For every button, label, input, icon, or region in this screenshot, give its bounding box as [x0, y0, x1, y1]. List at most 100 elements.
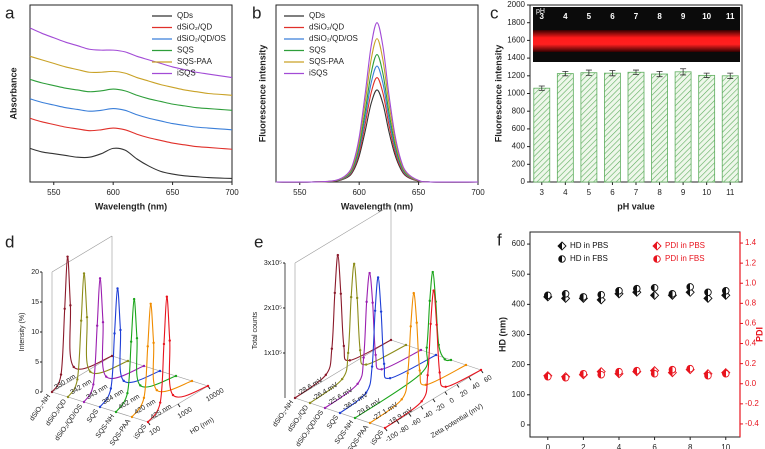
data-point	[338, 411, 342, 415]
data-point	[105, 375, 108, 378]
x-axis-label: Wavelength (nm)	[341, 201, 413, 211]
x-tick-label: 3	[540, 188, 545, 197]
data-point	[418, 369, 421, 372]
data-point	[464, 363, 468, 367]
y-axis-label: Fluorescence intensity	[493, 45, 503, 143]
legend-label: PDI in FBS	[665, 254, 705, 263]
y-tick-label: 15	[31, 299, 39, 306]
marker-diamond	[685, 287, 695, 297]
legend-label: dSiO₂/QD/OS	[309, 34, 358, 43]
marker-circle	[615, 287, 623, 295]
plot-frame	[275, 4, 479, 183]
y-tick-label: 1000	[507, 89, 525, 98]
x-tick-label: 600	[352, 188, 366, 197]
data-point	[419, 348, 423, 352]
data-point	[76, 378, 79, 381]
y-tick-label: 1400	[507, 53, 525, 62]
data-point	[109, 387, 113, 390]
inset-ph-label: 11	[726, 12, 735, 21]
x-tick-label: 20	[459, 389, 469, 399]
data-point	[162, 342, 166, 346]
data-point	[130, 415, 134, 419]
series-line	[275, 54, 479, 183]
marker-circle	[704, 288, 712, 297]
x-tick-label: 60	[483, 374, 493, 384]
data-point	[308, 401, 312, 405]
x-tick-label: 0	[546, 443, 551, 449]
data-point	[415, 321, 418, 324]
x-tick-label: 0	[449, 397, 456, 405]
y2-tick-label: -0.2	[745, 399, 759, 408]
y-tick-label: 400	[512, 142, 526, 151]
legend-marker	[557, 241, 567, 251]
series-label: SQS	[86, 408, 100, 424]
data-point	[132, 297, 136, 301]
series-line	[275, 89, 479, 183]
error-bar	[633, 69, 639, 75]
marker-circle	[561, 373, 570, 382]
data-point	[171, 393, 175, 397]
x-tick-label: 2	[581, 443, 586, 449]
inset-ph-label: 9	[681, 12, 686, 21]
x-axis-label: HD (nm)	[189, 416, 215, 436]
data-point	[152, 341, 155, 345]
data-point	[434, 353, 438, 357]
y-tick-label: 200	[512, 159, 526, 168]
panel-letter: c	[490, 3, 499, 22]
series-line	[29, 117, 233, 150]
data-point	[126, 391, 129, 395]
x-tick-label: 10	[702, 188, 711, 197]
legend-label: QDs	[309, 11, 325, 20]
data-point	[190, 379, 194, 383]
data-point	[420, 400, 423, 403]
inset-ph-label: 3	[540, 12, 545, 21]
data-point	[119, 328, 122, 332]
marker-circle	[597, 290, 605, 299]
data-point	[342, 344, 346, 348]
data-point	[346, 351, 350, 355]
data-point	[155, 388, 158, 392]
error-bar	[585, 69, 592, 76]
data-point	[412, 291, 415, 295]
data-point	[389, 338, 393, 342]
series-curve	[384, 290, 482, 429]
marker-circle	[633, 366, 641, 375]
x-tick	[408, 413, 412, 417]
series-line	[29, 78, 233, 111]
marker-circle	[597, 370, 605, 379]
inset-ph-label: 10	[702, 12, 711, 21]
legend-label: HD in FBS	[570, 254, 608, 263]
y-tick-label: 200	[512, 360, 526, 369]
data-point	[206, 384, 210, 388]
y-tick-label: 1x10⁵	[264, 350, 282, 357]
x-tick-label: 700	[225, 188, 239, 197]
data-point	[404, 343, 408, 347]
data-point	[355, 296, 359, 300]
data-point	[324, 373, 328, 377]
data-point	[122, 379, 125, 383]
y-tick-label: 3x10⁵	[264, 260, 282, 267]
marker-circle	[722, 369, 730, 378]
x-tick-label: -100	[384, 431, 400, 444]
bar	[627, 71, 645, 183]
y-tick-label: 0	[521, 177, 526, 186]
data-point	[358, 348, 362, 352]
data-point	[444, 385, 447, 389]
data-point	[110, 354, 114, 358]
marker-circle	[544, 291, 552, 300]
data-point	[388, 377, 392, 380]
data-point	[126, 359, 130, 363]
y-tick-label: 10	[31, 329, 39, 336]
data-point	[428, 299, 431, 303]
y2-tick-label: 0.6	[745, 319, 757, 328]
data-point	[330, 347, 334, 350]
data-point	[424, 383, 427, 387]
panel-letter: e	[254, 232, 263, 251]
marker-circle	[722, 287, 730, 295]
x-tick-label: 7	[634, 188, 639, 197]
data-point	[339, 292, 343, 296]
plot-frame	[29, 4, 233, 183]
data-point	[72, 365, 75, 369]
data-point	[349, 295, 353, 299]
y2-tick-label: 0.0	[745, 379, 757, 388]
